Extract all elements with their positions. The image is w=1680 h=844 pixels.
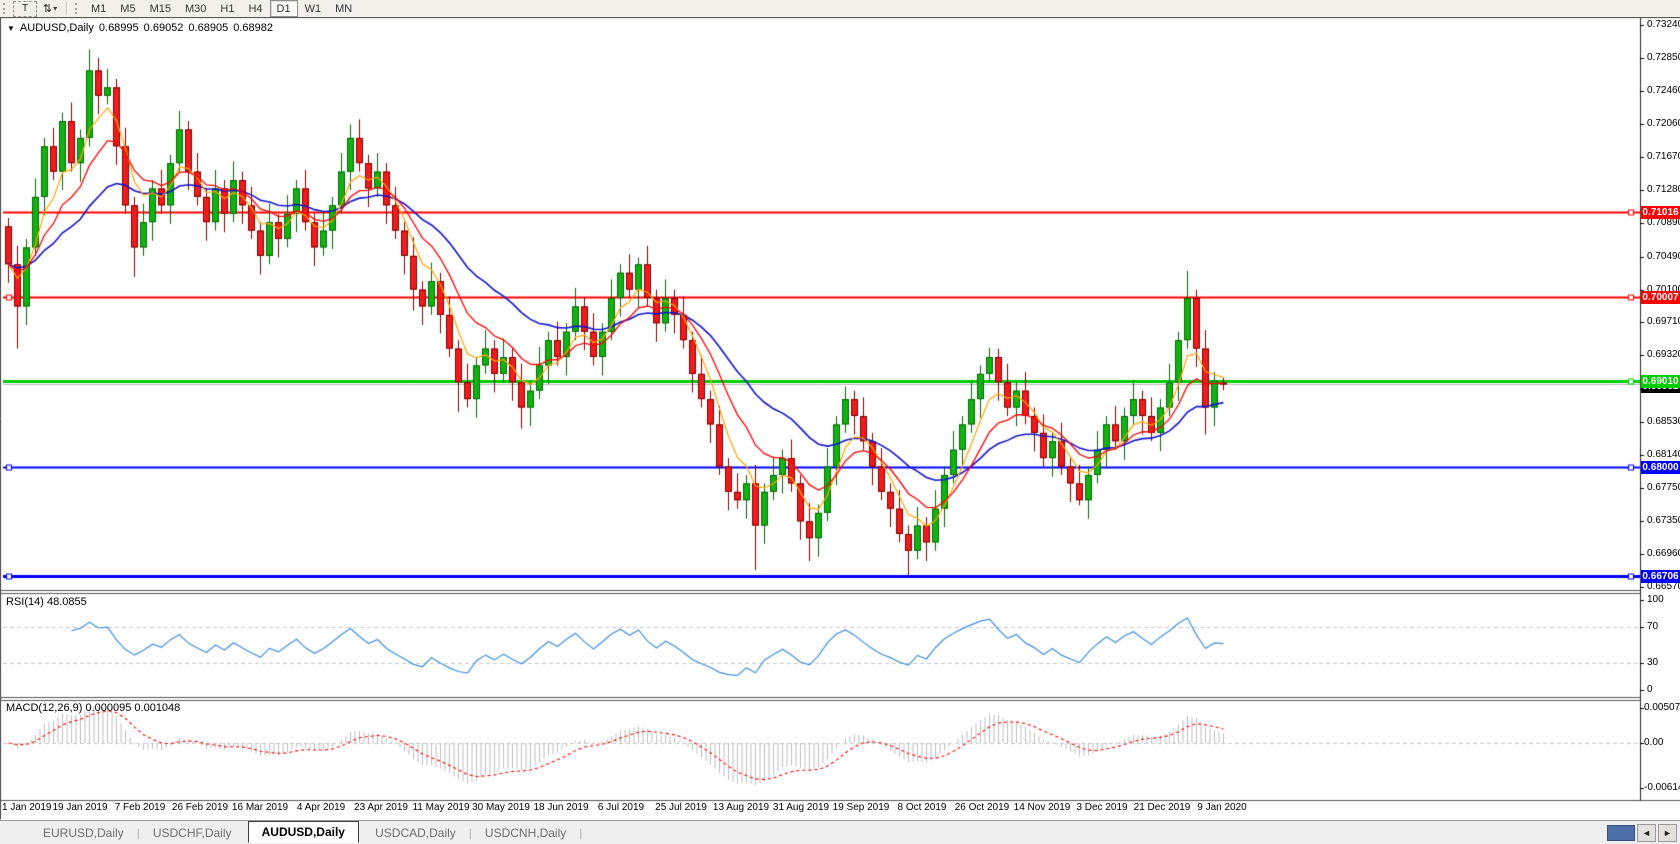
price-axis-tick: 0.71280 — [1647, 184, 1680, 195]
rsi-axis-tick: 30 — [1647, 657, 1659, 668]
time-axis-label: 18 Jun 2019 — [533, 802, 589, 813]
time-axis-label: 19 Sep 2019 — [832, 802, 890, 813]
timeframe-button-m15[interactable]: M15 — [149, 2, 171, 15]
tab-divider: | — [579, 826, 583, 840]
price-axis-tick: 0.68530 — [1647, 416, 1680, 427]
arrows-icon: ⇅ — [42, 3, 53, 15]
timeframe-button-m5[interactable]: M5 — [120, 2, 136, 15]
price-axis-tick: 0.72060 — [1647, 118, 1680, 129]
price-axis-tick: 0.68140 — [1647, 449, 1680, 460]
price-axis-tick: 0.73240 — [1647, 19, 1680, 30]
time-axis-label: 19 Jan 2019 — [52, 802, 108, 813]
tab-eurusd[interactable]: EURUSD,Daily — [43, 826, 124, 840]
rsi-axis-tick: 70 — [1647, 621, 1659, 632]
tab-scrollbar-thumb[interactable] — [1607, 825, 1635, 841]
timeframe-button-mn[interactable]: MN — [335, 2, 353, 15]
timeframe-button-m30[interactable]: M30 — [184, 2, 207, 15]
tab-usdcnh[interactable]: USDCNH,Daily — [484, 826, 567, 840]
time-axis-label: 6 Jul 2019 — [597, 802, 645, 813]
top-toolbar: T ⇅ ▾ M1 M5 M15 M30 H1 H4 D1 W1 MN — [0, 0, 1680, 18]
chevron-down-icon: ▾ — [53, 4, 58, 13]
tab-scroll-right-button[interactable]: ► — [1658, 824, 1677, 842]
time-axis-label: 26 Oct 2019 — [954, 802, 1010, 813]
time-axis-label: 4 Apr 2019 — [296, 802, 346, 813]
open-value: 0.68995 — [98, 22, 139, 34]
timeframe-button-d1[interactable]: D1 — [269, 0, 298, 17]
time-axis-label: 8 Oct 2019 — [897, 802, 947, 813]
chart-title: ▼ AUDUSD,Daily 0.68995 0.69052 0.68905 0… — [7, 22, 273, 34]
tab-scroll-control: ◄ ► — [1607, 824, 1677, 842]
rsi-indicator-label: RSI(14) 48.0855 — [6, 596, 87, 608]
price-axis-tick: 0.70100 — [1647, 284, 1680, 295]
price-axis-tick: 0.66570 — [1647, 581, 1680, 592]
timeframe-button-h1[interactable]: H1 — [220, 2, 235, 15]
macd-axis-tick: 0.00 — [1644, 737, 1664, 748]
tab-scroll-left-button[interactable]: ◄ — [1637, 824, 1656, 842]
toolbar-grip — [75, 3, 80, 14]
arrows-tool-button[interactable]: ⇅ ▾ — [39, 2, 61, 16]
time-axis-label: 11 May 2019 — [412, 802, 470, 813]
price-axis-tick: 0.70490 — [1647, 251, 1680, 262]
hline-price-label: 0.69010 — [1641, 375, 1680, 388]
time-axis-label: 9 Jan 2020 — [1197, 802, 1247, 813]
timeframe-button-w1[interactable]: W1 — [304, 2, 322, 15]
toolbar-grip — [3, 3, 8, 14]
symbol-label: AUDUSD,Daily — [19, 22, 94, 34]
price-axis-tick: 0.72850 — [1647, 52, 1680, 63]
rsi-axis-tick: 100 — [1647, 594, 1664, 605]
chart-tab-bar: EURUSD,Daily | USDCHF,Daily | AUDUSD,Daily | U… — [0, 820, 1680, 844]
price-axis-tick: 0.66960 — [1647, 548, 1680, 559]
timeframe-button-m1[interactable]: M1 — [91, 2, 107, 15]
time-axis-label: 23 Apr 2019 — [354, 802, 408, 813]
time-axis-label: 16 Mar 2019 — [231, 802, 289, 813]
price-axis-tick: 0.67750 — [1647, 482, 1680, 493]
tab-divider: | — [136, 826, 140, 840]
tab-usdchf[interactable]: USDCHF,Daily — [152, 826, 232, 840]
timeframe-button-h4[interactable]: H4 — [248, 2, 263, 15]
tab-audusd[interactable]: AUDUSD,Daily — [247, 821, 359, 843]
price-axis-tick: 0.72460 — [1647, 85, 1680, 96]
macd-indicator-label: MACD(12,26,9) 0.000095 0.001048 — [6, 702, 181, 714]
hline-price-label: 0.71016 — [1641, 206, 1680, 219]
hline-price-label: 0.68000 — [1641, 461, 1680, 474]
macd-axis-tick: 0.005076 — [1644, 702, 1680, 713]
high-value: 0.69052 — [143, 22, 184, 34]
time-axis-label: 31 Aug 2019 — [772, 802, 830, 813]
price-axis-tick: 0.70890 — [1647, 217, 1680, 228]
price-axis-tick: 0.67350 — [1647, 515, 1680, 526]
price-axis-tick: 0.69320 — [1647, 349, 1680, 360]
tab-divider: | — [468, 826, 472, 840]
time-axis-label: 1 Jan 2019 — [2, 802, 52, 813]
time-axis-label: 13 Aug 2019 — [712, 802, 770, 813]
tab-usdcad[interactable]: USDCAD,Daily — [375, 826, 456, 840]
hline-price-label: 0.66706 — [1641, 570, 1680, 583]
toolbar-separator — [66, 2, 68, 15]
time-axis-label: 7 Feb 2019 — [114, 802, 166, 813]
price-axis-tick: 0.71670 — [1647, 151, 1680, 162]
close-value: 0.68982 — [233, 22, 273, 34]
hline-price-label: 0.70007 — [1641, 291, 1680, 304]
timeframe-button-group: M1 M5 M15 M30 H1 H4 D1 W1 MN — [84, 0, 359, 17]
low-value: 0.68905 — [188, 22, 229, 34]
arrow-right-icon: ► — [1663, 828, 1672, 838]
time-axis-label: 14 Nov 2019 — [1013, 802, 1071, 813]
rsi-axis-tick: 0 — [1647, 684, 1653, 695]
collapse-triangle-icon[interactable]: ▼ — [7, 23, 15, 33]
arrow-left-icon: ◄ — [1642, 828, 1651, 838]
time-axis-label: 26 Feb 2019 — [171, 802, 229, 813]
time-axis-label: 21 Dec 2019 — [1133, 802, 1191, 813]
time-axis-label: 25 Jul 2019 — [655, 802, 707, 813]
price-axis-tick: 0.69710 — [1647, 316, 1680, 327]
time-axis-label: 3 Dec 2019 — [1076, 802, 1128, 813]
time-axis-label: 30 May 2019 — [472, 802, 530, 813]
text-tool-button[interactable]: T — [13, 0, 37, 17]
macd-axis-tick: -0.006148 — [1644, 782, 1680, 793]
